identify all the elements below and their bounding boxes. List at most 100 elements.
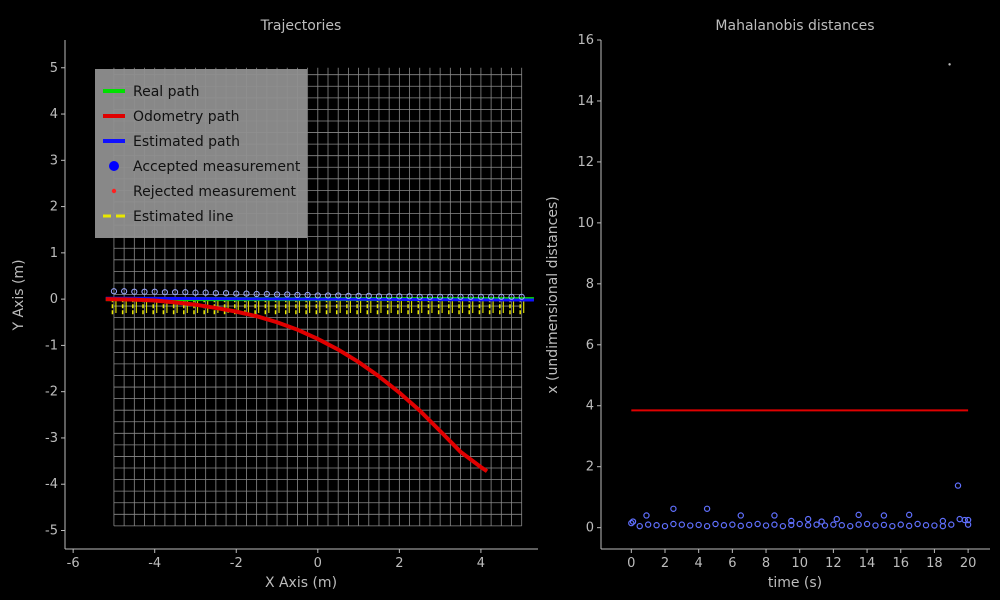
accepted-distance-point	[779, 522, 787, 530]
mahalanobis-chart: Mahalanobis distances 0 2 4 6 8 10 12 14 16 18 200…	[545, 18, 990, 591]
trajectories-chart: Trajectories Real path Odometry path Estim…	[11, 18, 538, 591]
accepted-distance-point	[847, 522, 854, 530]
accepted-measurement-point	[263, 290, 270, 298]
trajectories-title: Trajectories	[260, 18, 342, 34]
accepted-distance-point	[788, 521, 795, 529]
accepted-measurement-point	[386, 293, 393, 300]
accepted-measurement-point	[202, 289, 209, 296]
x-tick-label: 10	[791, 556, 808, 571]
accepted-measurement-point	[121, 288, 128, 295]
accepted-distance-point	[653, 522, 660, 529]
accepted-measurement-point	[437, 293, 444, 300]
legend-swatch-dot	[109, 161, 119, 171]
accepted-distance-point	[695, 521, 702, 529]
accepted-distance-point	[737, 512, 744, 519]
accepted-measurement-point	[324, 292, 332, 299]
accepted-measurement-point	[457, 293, 464, 300]
legend-label: Estimated path	[133, 134, 240, 150]
accepted-distance-point	[643, 512, 650, 519]
y-tick-label: -4	[45, 477, 58, 492]
accepted-distance-point	[961, 516, 968, 524]
accepted-distance-point	[629, 518, 637, 525]
accepted-distance-point	[830, 521, 837, 528]
accepted-measurement-point	[131, 288, 138, 295]
accepted-distance-point	[939, 517, 947, 525]
x-tick-label: -6	[67, 556, 80, 571]
y-tick-label: 14	[577, 94, 594, 109]
accepted-measurement-point	[426, 293, 434, 300]
accepted-distance-point	[914, 520, 921, 528]
accepted-measurement-point	[151, 288, 158, 295]
accepted-measurement-point	[518, 293, 525, 300]
accepted-distance-point	[931, 522, 938, 529]
y-tick-label: 3	[50, 153, 58, 168]
accepted-distance-point	[922, 522, 930, 529]
trajectories-ticks: -6 -4 -2 0 2 4 -5 -4 -3 -2 -1 0 1 2 3 4 5	[45, 61, 485, 571]
accepted-measurement-point	[314, 292, 321, 299]
accepted-distance-point	[954, 482, 962, 489]
accepted-measurement-point	[171, 289, 179, 296]
accepted-distance-point	[712, 520, 719, 528]
legend-label: Odometry path	[133, 109, 240, 125]
accepted-measurement-point	[141, 288, 148, 295]
accepted-measurement-point	[498, 293, 505, 300]
y-tick-label: 5	[50, 61, 58, 76]
y-tick-label: -2	[45, 385, 58, 400]
accepted-distance-point	[863, 520, 871, 528]
accepted-distance-point	[838, 522, 846, 529]
accepted-distance-point	[771, 521, 778, 528]
accepted-measurement-point	[284, 291, 291, 298]
accepted-measurement-point	[212, 290, 219, 297]
accepted-distance-point	[678, 521, 686, 528]
accepted-distance-point	[948, 521, 955, 528]
accepted-measurement-point	[335, 292, 342, 299]
mahalanobis-x-axis-label: time (s)	[768, 575, 822, 591]
x-tick-label: 8	[762, 556, 770, 571]
y-tick-label: -5	[45, 523, 58, 538]
accepted-distance-point	[905, 511, 913, 519]
accepted-distance-point	[939, 522, 947, 530]
accepted-measurement-point	[365, 292, 372, 299]
x-tick-label: 2	[395, 556, 403, 571]
y-tick-label: 2	[50, 200, 58, 215]
mahalanobis-ticks: 0 2 4 6 8 10 12 14 16 18 20 0 2 4 6 8 10 12 14 16	[577, 33, 976, 571]
trajectories-data	[105, 288, 534, 473]
accepted-distance-point	[644, 521, 652, 528]
x-tick-label: 20	[960, 556, 977, 571]
accepted-measurement-point	[161, 289, 169, 296]
accepted-measurement-point	[273, 291, 281, 298]
accepted-distance-point	[754, 520, 761, 528]
x-tick-label: 4	[477, 556, 485, 571]
accepted-distance-point	[804, 515, 812, 523]
odometry-path	[105, 297, 489, 473]
accepted-distance-point	[880, 521, 888, 529]
accepted-distance-point	[804, 522, 812, 529]
y-tick-label: 0	[50, 292, 58, 307]
accepted-distance-point	[720, 522, 728, 529]
accepted-measurement-point	[304, 291, 311, 299]
accepted-measurement-point	[243, 290, 250, 297]
accepted-distance-point	[964, 516, 972, 524]
accepted-distance-point	[737, 522, 744, 530]
x-tick-label: 18	[926, 556, 943, 571]
x-tick-label: 0	[627, 556, 635, 571]
y-tick-label: 0	[586, 521, 594, 536]
accepted-distance-point	[745, 521, 753, 529]
accepted-distance-point	[796, 520, 803, 528]
accepted-distance-point	[813, 521, 820, 528]
y-tick-label: 10	[577, 216, 594, 231]
accepted-measurement-point	[406, 293, 413, 300]
accepted-distance-point	[905, 522, 913, 530]
legend-label: Accepted measurement	[133, 159, 301, 175]
x-tick-label: 0	[314, 556, 322, 571]
accepted-distance-point	[897, 521, 904, 528]
accepted-measurement-point	[447, 293, 454, 300]
accepted-distance-point	[628, 519, 635, 527]
accepted-measurement-point	[253, 290, 260, 298]
accepted-distance-point	[670, 520, 677, 528]
accepted-distance-point	[855, 521, 862, 528]
trajectories-legend: Real path Odometry path Estimated path Acce…	[95, 69, 307, 238]
accepted-distance-point	[788, 517, 795, 525]
y-tick-label: 6	[586, 338, 594, 353]
legend-label: Real path	[133, 84, 199, 100]
